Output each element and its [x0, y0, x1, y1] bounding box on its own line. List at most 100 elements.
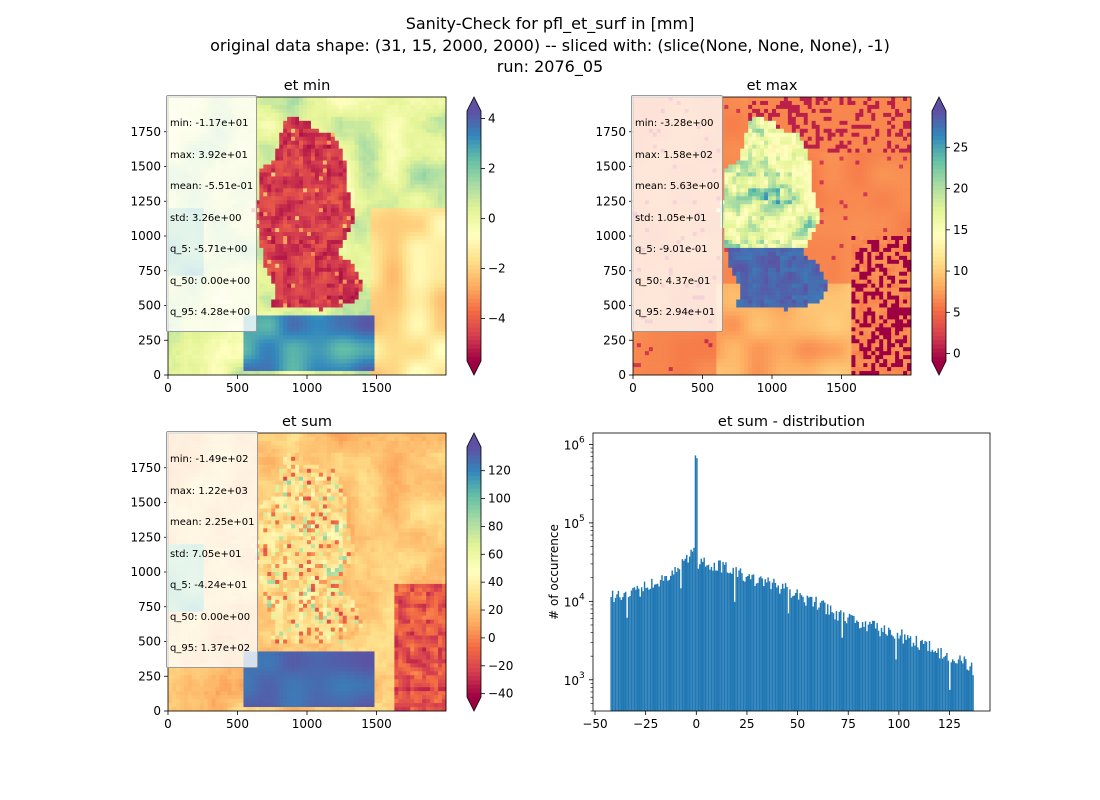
histogram-bar	[735, 567, 737, 711]
histogram-bar	[760, 576, 762, 711]
histogram-bar	[854, 622, 857, 711]
histogram-bar	[873, 620, 875, 711]
histogram-bar	[658, 586, 660, 711]
y-axis-label: # of occurrence	[547, 524, 561, 620]
histogram-bar	[851, 615, 854, 711]
histogram-bar	[652, 587, 655, 711]
histogram-bar	[938, 658, 941, 711]
histogram-bar	[960, 660, 963, 711]
histogram-bar	[944, 655, 947, 711]
colorbar-tick-label: −2	[488, 262, 506, 276]
histogram-bar	[966, 669, 968, 711]
histogram-bar	[892, 636, 894, 711]
histogram-bar	[908, 638, 910, 711]
histogram-bar	[879, 636, 881, 711]
histogram-bar	[821, 600, 823, 711]
histogram-bar	[972, 675, 974, 711]
histogram-bar	[722, 561, 724, 711]
colorbar-outline	[466, 432, 482, 712]
histogram-bar	[828, 614, 830, 711]
histogram-bar	[684, 558, 686, 711]
histogram-bar	[866, 631, 868, 711]
y-tick-label: 1500	[130, 496, 161, 510]
histogram-bar	[822, 600, 825, 711]
histogram-bar	[847, 617, 849, 711]
histogram-bar	[853, 615, 855, 711]
histogram-bar	[898, 638, 900, 711]
y-tick-exponent: 4	[579, 592, 585, 602]
histogram-bar	[732, 567, 734, 711]
histogram-bar	[767, 577, 769, 711]
et-min-stats-box: min: -1.17e+01 max: 3.92e+01 mean: -5.51…	[166, 95, 258, 332]
histogram-bar	[959, 655, 961, 711]
histogram-bar	[707, 564, 710, 711]
histogram-bar	[937, 648, 939, 711]
histogram-bar	[953, 661, 955, 711]
histogram-bar	[904, 634, 906, 711]
histogram-bar	[627, 597, 630, 711]
x-tick-label: 500	[226, 717, 249, 731]
stat-q5: q_5: -9.01e-01	[635, 244, 708, 255]
histogram-bar	[664, 576, 666, 711]
stat-mean: mean: 5.63e+00	[635, 181, 720, 192]
histogram-bar	[645, 588, 647, 711]
histogram-bar	[619, 597, 621, 711]
histogram-bar	[616, 594, 618, 711]
histogram-bar	[931, 649, 934, 711]
histogram-bar	[909, 636, 912, 711]
y-tick-label: 1000	[130, 229, 161, 243]
histogram-bar	[921, 639, 923, 711]
histogram-bar	[874, 628, 877, 711]
histogram-bar	[911, 646, 913, 711]
histogram-bar	[927, 650, 929, 711]
histogram-bar	[687, 562, 689, 711]
colorbar-outline	[931, 96, 947, 376]
histogram-bar	[736, 576, 739, 711]
histogram-bar	[670, 575, 672, 711]
histogram-bar	[720, 572, 723, 711]
histogram-bar	[659, 579, 662, 711]
histogram-bar	[761, 578, 764, 711]
histogram-bar	[748, 574, 750, 711]
histogram-bar	[800, 595, 803, 711]
stat-q95: q_95: 4.28e+00	[170, 307, 251, 318]
histogram-bar	[667, 580, 669, 711]
histogram-bar	[841, 637, 843, 711]
stat-q95: q_95: 1.37e+02	[170, 643, 251, 654]
colorbar-tick-label: 0	[953, 347, 961, 361]
histogram-bar	[690, 549, 692, 711]
colorbar-tick-label: 20	[953, 182, 968, 196]
histogram-bar	[668, 579, 671, 711]
histogram-bar	[902, 643, 905, 711]
histogram-bar	[715, 570, 717, 711]
histogram-bar	[706, 565, 708, 711]
x-tick-label: 1000	[292, 717, 323, 731]
histogram-bar	[744, 581, 746, 711]
histogram-bar	[835, 611, 838, 711]
histogram-bar	[686, 554, 688, 711]
histogram-bar	[649, 588, 652, 711]
histogram-bar	[914, 645, 916, 711]
histogram-bar	[780, 589, 782, 711]
histogram-bar	[816, 609, 819, 711]
colorbar-tick-label: 10	[953, 264, 968, 278]
histogram-bar	[632, 587, 634, 711]
histogram-bar	[671, 570, 673, 711]
stat-max: max: 1.22e+03	[170, 485, 248, 497]
histogram-bar	[636, 585, 639, 711]
colorbar-tick-label: −20	[488, 659, 513, 673]
y-tick-label: 250	[138, 669, 161, 683]
histogram-bar	[696, 458, 698, 711]
histogram-bar	[889, 629, 891, 711]
histogram-bar	[857, 621, 859, 711]
x-tick-label: −50	[582, 717, 607, 731]
histogram-bar	[745, 576, 748, 711]
histogram-bar	[829, 605, 832, 711]
axes-frame	[592, 432, 991, 712]
histogram-bar	[947, 660, 950, 711]
stat-q50: q_50: 4.37e-01	[635, 275, 711, 287]
stat-min: min: -1.17e+01	[170, 118, 249, 129]
x-tick-label: 25	[739, 717, 754, 731]
x-tick-label: 0	[164, 381, 172, 395]
histogram-bar	[630, 590, 633, 711]
